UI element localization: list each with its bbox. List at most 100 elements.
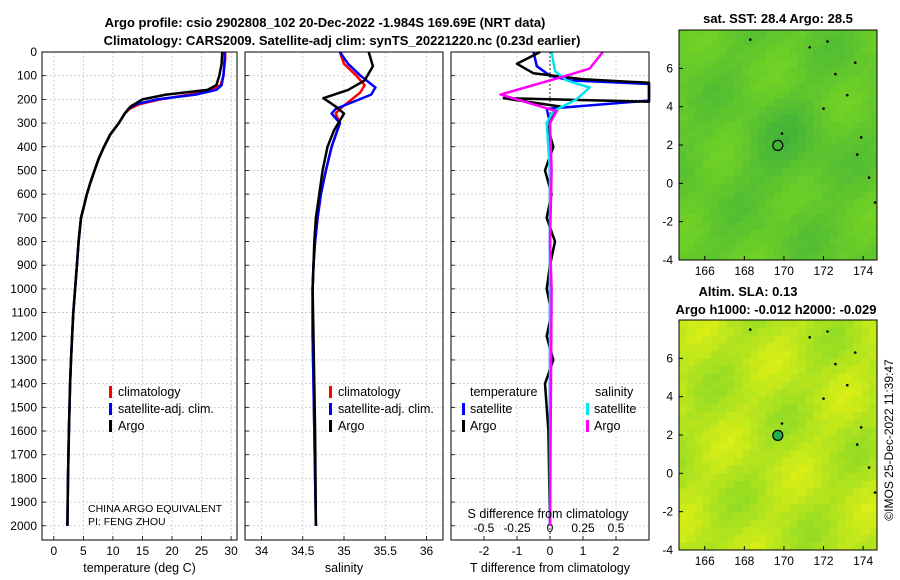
map-cell: [774, 252, 783, 261]
map-cell: [845, 160, 854, 169]
x-tick-label: 166: [695, 264, 715, 278]
pi-annotation-line1: CHINA ARGO EQUIVALENT: [88, 503, 223, 515]
map-cell: [845, 534, 854, 543]
map-cell: [869, 221, 878, 230]
map-cell: [845, 465, 854, 474]
map-cell: [861, 237, 870, 246]
map-cell: [718, 504, 727, 513]
map-cell: [789, 45, 799, 54]
map-cell: [821, 366, 830, 375]
map-cell: [774, 320, 783, 329]
map-cell: [821, 53, 830, 62]
map-cell: [710, 68, 719, 77]
map-cell: [718, 350, 727, 359]
map-cell: [853, 458, 862, 467]
island-marker: [748, 328, 752, 331]
map-cell: [702, 68, 712, 77]
difference-legend: temperature salinity satellite Argo sate…: [462, 385, 636, 433]
map-cell: [734, 175, 743, 184]
map-cell: [837, 350, 846, 359]
island-marker: [748, 38, 752, 41]
island-marker: [826, 330, 829, 333]
map-cell: [813, 496, 822, 505]
map-cell: [750, 168, 759, 177]
x-tick-label: 172: [814, 264, 834, 278]
map-cell: [821, 504, 830, 513]
map-cell: [710, 145, 719, 154]
map-cell: [837, 229, 846, 238]
map-cell: [742, 519, 751, 528]
map-cell: [869, 168, 878, 177]
map-cell: [750, 366, 759, 375]
map-cell: [853, 435, 862, 444]
map-cell: [853, 168, 862, 177]
map-cell: [766, 381, 775, 390]
map-cell: [797, 389, 807, 398]
map-cell: [718, 534, 727, 543]
map-cell: [853, 237, 862, 246]
map-cell: [813, 122, 822, 131]
map-cell: [726, 168, 735, 177]
map-cell: [742, 473, 751, 482]
map-cell: [805, 412, 815, 421]
map-cell: [869, 91, 878, 100]
map-cell: [774, 404, 783, 413]
map-cell: [789, 511, 799, 520]
x-tick-label: 170: [774, 554, 794, 568]
map-cell: [813, 183, 822, 192]
map-cell: [869, 99, 878, 108]
map-cell: [869, 60, 878, 69]
map-cell: [766, 511, 775, 520]
map-cell: [853, 214, 862, 223]
map-cell: [726, 381, 735, 390]
map-cell: [702, 504, 712, 513]
map-cell: [837, 45, 846, 54]
map-cell: [702, 404, 712, 413]
map-cell: [853, 160, 862, 169]
map-cell: [869, 191, 878, 200]
map-cell: [758, 221, 767, 230]
x-axis-label: salinity: [325, 561, 364, 575]
map-cell: [766, 183, 775, 192]
figure-title-line1: Argo profile: csio 2902808_102 20-Dec-20…: [105, 15, 546, 30]
map-cell: [813, 206, 822, 215]
map-cell: [797, 488, 807, 497]
map-cell: [702, 412, 712, 421]
map-cell: [821, 412, 830, 421]
map-cell: [726, 458, 735, 467]
map-cell: [845, 129, 854, 138]
map-cell: [789, 145, 799, 154]
island-marker: [859, 426, 863, 429]
map-cell: [813, 419, 822, 428]
map-cell: [837, 214, 846, 223]
map-cell: [805, 145, 815, 154]
map-cell: [718, 412, 727, 421]
map-cell: [679, 45, 688, 54]
map-cell: [679, 481, 688, 490]
map-cell: [813, 389, 822, 398]
map-cell: [766, 358, 775, 367]
map-cell: [750, 68, 759, 77]
map-cell: [750, 350, 759, 359]
map-cell: [845, 168, 854, 177]
map-cell: [766, 145, 775, 154]
map-cell: [821, 160, 830, 169]
map-cell: [805, 366, 815, 375]
map-cell: [710, 481, 719, 490]
map-cell: [797, 37, 807, 46]
map-cell: [813, 534, 822, 543]
map-cell: [837, 175, 846, 184]
plot-frame: [450, 51, 650, 541]
map-cell: [789, 83, 799, 92]
map-cell: [734, 465, 743, 474]
map-cell: [861, 381, 870, 390]
map-cell: [702, 496, 712, 505]
legend-label-climatology: climatology: [118, 385, 181, 399]
map-cell: [702, 327, 712, 336]
map-cell: [718, 175, 727, 184]
map-cell: [758, 160, 767, 169]
map-cell: [813, 473, 822, 482]
map-cell: [774, 335, 783, 344]
map-cell: [789, 129, 799, 138]
map-cell: [813, 60, 822, 69]
